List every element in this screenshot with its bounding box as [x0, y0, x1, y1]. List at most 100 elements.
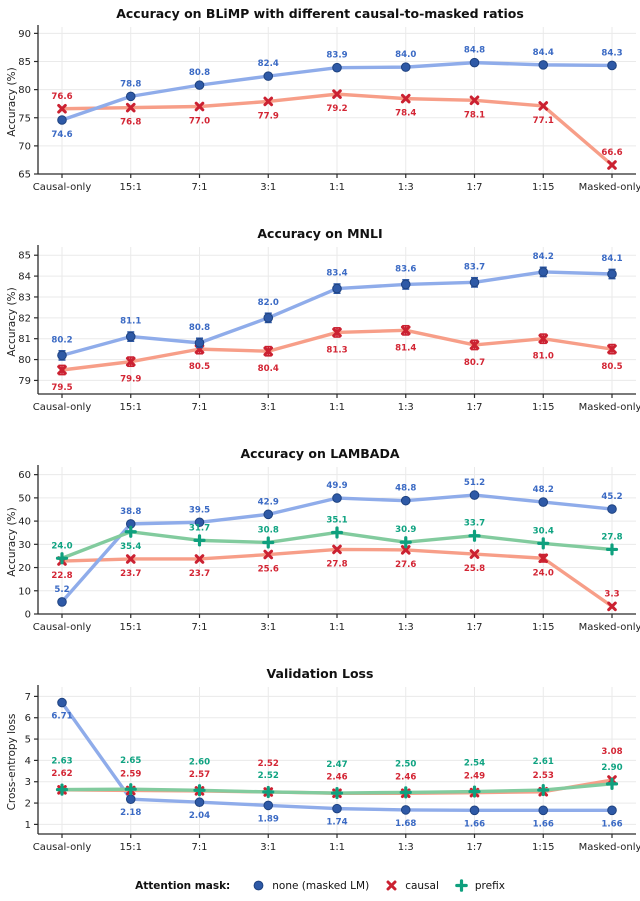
y-tick-label: 81: [18, 334, 31, 345]
y-tick-label: 85: [18, 57, 31, 68]
y-tick-label: 70: [18, 141, 31, 152]
value-label: 78.1: [464, 110, 485, 120]
value-label: 76.6: [51, 92, 72, 102]
value-label: 77.9: [258, 111, 279, 121]
circle-marker: [607, 269, 617, 279]
legend-item-label: none (masked LM): [272, 879, 370, 892]
value-label: 22.8: [51, 571, 72, 581]
x-tick-label: 1:7: [466, 622, 482, 633]
circle-marker: [538, 497, 549, 507]
legend: Attention mask: none (masked LM) causal …: [0, 875, 640, 896]
value-label: 2.90: [601, 763, 622, 773]
value-label: 77.1: [533, 116, 554, 126]
value-label: 1.66: [533, 819, 554, 829]
circle-marker: [538, 60, 549, 70]
value-label: 80.7: [464, 358, 485, 368]
value-label: 2.57: [189, 770, 210, 780]
value-label: 2.54: [464, 759, 485, 769]
circle-marker: [194, 80, 205, 90]
x-tick-label: 15:1: [120, 182, 142, 193]
x-tick-label: 1:3: [398, 182, 414, 193]
x-marker: [194, 101, 205, 112]
value-label: 2.59: [120, 769, 141, 779]
value-label: 33.7: [464, 519, 485, 529]
y-tick-label: 40: [18, 517, 31, 528]
y-tick-label: 10: [18, 586, 31, 597]
x-tick-label: 7:1: [191, 182, 207, 193]
circle-marker: [57, 115, 67, 125]
chart-title: Accuracy on MNLI: [257, 226, 383, 241]
circle-marker: [400, 62, 411, 72]
value-label: 81.4: [395, 343, 416, 353]
value-label: 84.1: [601, 254, 622, 264]
value-label: 2.52: [258, 771, 279, 781]
x-marker: [332, 89, 342, 99]
x-tick-label: Masked-only: [579, 622, 640, 633]
value-label: 27.8: [601, 532, 622, 542]
x-marker: [332, 327, 342, 338]
x-tick-label: 1:15: [532, 622, 554, 633]
x-tick-label: 3:1: [260, 842, 276, 853]
value-label: 78.4: [395, 109, 416, 119]
x-marker: [57, 365, 67, 375]
circle-marker: [332, 803, 342, 814]
chart-mnli-accuracy: Accuracy on MNLI Accuracy (%) 79 80 81 82 83…: [0, 220, 640, 440]
x-tick-label: 1:7: [466, 842, 482, 853]
circle-marker: [400, 279, 411, 290]
x-tick-label: Causal-only: [33, 182, 92, 193]
x-marker-icon: [386, 880, 397, 891]
x-tick-label: Masked-only: [579, 842, 640, 853]
value-label: 82.4: [258, 59, 279, 69]
x-marker: [400, 93, 411, 104]
value-label: 80.4: [258, 364, 279, 374]
value-label: 2.49: [464, 772, 485, 782]
circle-marker: [194, 338, 205, 348]
value-label: 80.8: [189, 323, 210, 333]
value-label: 2.65: [120, 756, 141, 766]
value-label: 80.5: [189, 362, 210, 372]
x-marker: [469, 340, 480, 350]
x-marker: [263, 96, 274, 107]
x-tick-label: 1:3: [398, 622, 414, 633]
value-label: 79.5: [51, 383, 72, 393]
value-label: 84.4: [533, 48, 554, 58]
value-label: 48.8: [395, 484, 416, 494]
x-marker: [607, 344, 617, 354]
value-label: 81.1: [120, 317, 141, 327]
value-label: 38.8: [120, 507, 141, 517]
y-tick-label: 7: [25, 692, 31, 703]
chart-title: Accuracy on BLiMP with different causal-…: [116, 6, 524, 21]
value-label: 48.2: [533, 485, 554, 495]
x-marker: [607, 160, 617, 170]
value-label: 1.74: [326, 818, 347, 828]
circle-marker: [469, 277, 480, 288]
plot-area-lambada: 0 10 20 30 40 50 60 Causal-only 15:1 7:1 3:1 1:1 1:3…: [18, 465, 640, 633]
legend-item-prefix: prefix: [455, 879, 505, 892]
circle-marker: [607, 60, 617, 71]
circle-marker: [263, 800, 274, 811]
value-label: 27.8: [326, 559, 347, 569]
x-tick-label: 15:1: [120, 402, 142, 413]
value-label: 77.0: [189, 117, 210, 127]
value-label: 2.62: [51, 769, 72, 779]
x-tick-label: 1:15: [532, 182, 554, 193]
value-label: 25.8: [464, 564, 485, 574]
x-tick-label: Masked-only: [579, 402, 640, 413]
x-tick-label: 7:1: [191, 402, 207, 413]
value-label: 83.9: [326, 51, 347, 61]
chart-title: Accuracy on LAMBADA: [240, 446, 400, 461]
circle-marker: [332, 493, 342, 503]
value-label: 3.3: [604, 589, 619, 599]
value-label: 3.08: [601, 747, 622, 757]
value-label: 5.2: [54, 585, 69, 595]
x-marker: [57, 103, 67, 114]
x-marker: [125, 554, 136, 564]
x-marker: [538, 553, 549, 564]
value-label: 83.6: [395, 264, 416, 274]
value-label: 23.7: [120, 569, 141, 579]
y-tick-label: 20: [18, 563, 31, 574]
y-tick-label: 0: [25, 610, 31, 621]
legend-title: Attention mask:: [135, 879, 231, 892]
y-tick-label: 83: [18, 292, 31, 303]
x-marker: [263, 549, 274, 560]
